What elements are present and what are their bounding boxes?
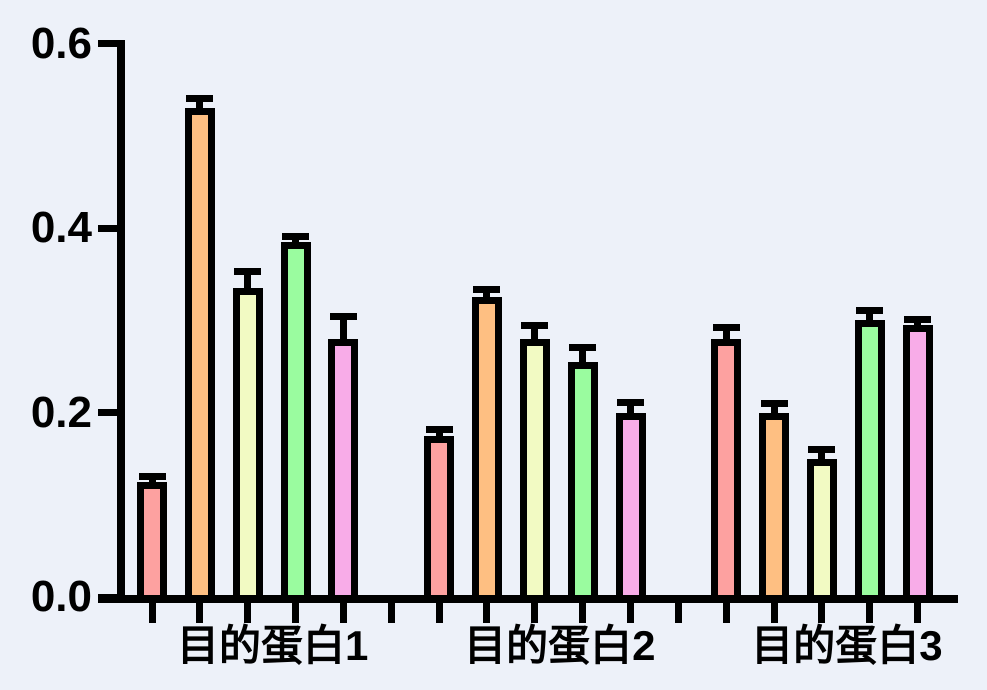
x-axis-tick <box>435 597 443 623</box>
bar-series-2-orange-group-1 <box>184 108 215 603</box>
bar-series-5-pink-group-1 <box>328 338 359 603</box>
x-axis-tick <box>674 597 682 623</box>
x-axis-tick <box>339 597 347 623</box>
x-category-label: 目的蛋白3 <box>751 622 943 669</box>
x-axis-tick <box>196 597 204 623</box>
bar-series-5-pink-group-3 <box>902 325 933 603</box>
bar-series-2-orange-group-3 <box>759 412 790 603</box>
x-category-label: 目的蛋白2 <box>464 622 656 669</box>
error-bar-cap <box>234 267 262 275</box>
y-axis-line <box>117 40 125 603</box>
error-bar-cap <box>617 398 644 406</box>
error-bar-whisker <box>579 343 587 374</box>
x-axis-tick <box>531 597 539 623</box>
x-axis-tick <box>866 597 874 623</box>
x-axis-tick <box>627 597 634 623</box>
error-bar-cap <box>186 94 214 102</box>
y-axis-tick <box>98 409 121 417</box>
error-bar-cap <box>569 343 597 351</box>
error-bar-whisker <box>244 267 252 301</box>
y-tick-label: 0.6 <box>30 18 92 68</box>
y-tick-label: 0.0 <box>30 572 92 621</box>
error-bar-cap <box>282 232 310 240</box>
error-bar-whisker <box>627 398 634 425</box>
bar-series-3-yellow-group-1 <box>232 288 263 603</box>
error-bar-whisker <box>770 399 778 425</box>
error-bar-whisker <box>531 322 539 351</box>
x-axis-tick <box>818 597 826 623</box>
y-axis-tick <box>98 40 121 48</box>
error-bar-cap <box>329 313 357 321</box>
error-bar-whisker <box>339 313 347 351</box>
x-axis-line <box>98 595 958 603</box>
error-bar-cap <box>760 399 788 407</box>
error-bar-cap <box>521 322 549 330</box>
error-bar-cap <box>473 286 501 294</box>
bar-series-1-salmon-group-2 <box>424 435 455 603</box>
bar-series-4-green-group-3 <box>854 320 885 603</box>
x-axis-tick <box>722 597 730 623</box>
bar-series-4-green-group-1 <box>280 242 311 603</box>
x-axis-tick <box>770 597 778 623</box>
x-axis-tick <box>292 597 300 623</box>
y-tick-label: 0.4 <box>30 203 92 253</box>
bar-series-1-salmon-group-3 <box>711 338 742 603</box>
x-axis-tick <box>914 597 922 623</box>
bar-series-2-orange-group-2 <box>471 297 502 603</box>
x-axis-tick <box>483 597 491 623</box>
x-category-label: 目的蛋白1 <box>177 622 369 669</box>
y-tick-label: 0.2 <box>30 387 92 437</box>
error-bar-whisker <box>866 306 874 333</box>
error-bar-cap <box>904 315 932 323</box>
error-bar-cap <box>138 472 166 480</box>
y-axis-tick <box>98 593 121 601</box>
error-bar-whisker <box>818 445 826 471</box>
bar-series-1-salmon-group-1 <box>137 481 167 603</box>
error-bar-whisker <box>196 94 204 121</box>
x-axis-tick <box>579 597 587 623</box>
bar-series-4-green-group-2 <box>567 361 598 603</box>
error-bar-cap <box>808 445 836 453</box>
x-axis-tick <box>148 597 156 623</box>
y-axis-tick <box>98 224 121 232</box>
error-bar-whisker <box>722 324 730 351</box>
x-axis-tick <box>387 597 395 623</box>
error-bar-cap <box>856 306 884 314</box>
bar-series-3-yellow-group-3 <box>806 458 837 603</box>
x-axis-tick <box>244 597 252 623</box>
error-bar-cap <box>425 426 453 434</box>
error-bar-cap <box>712 324 740 332</box>
bar-series-3-yellow-group-2 <box>519 338 550 603</box>
bar-series-5-pink-group-2 <box>615 412 646 603</box>
